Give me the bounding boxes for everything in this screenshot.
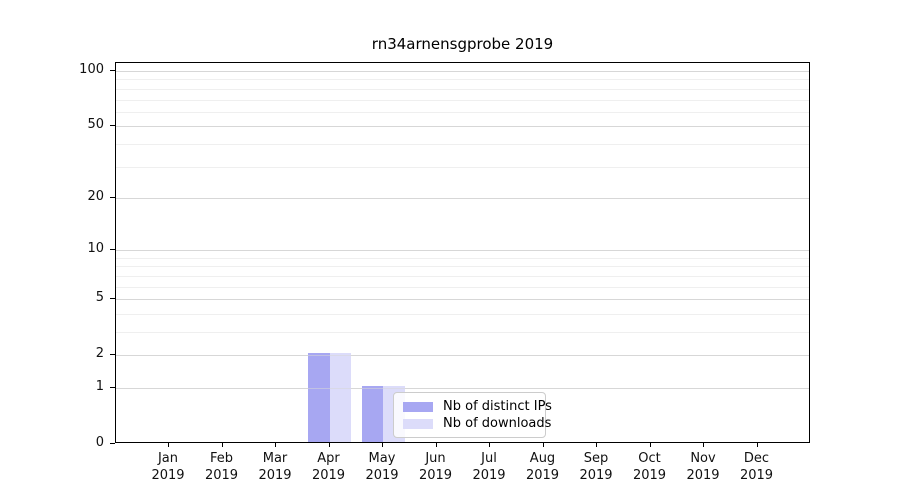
y-tick-label: 10 (87, 241, 104, 257)
x-tick-month: Apr (317, 451, 340, 466)
x-tick-label: Jul 2019 (449, 450, 529, 484)
x-tick-mark (275, 443, 276, 447)
legend-item-distinct-ips: Nb of distinct IPs (403, 399, 552, 414)
gridline-minor (116, 257, 809, 259)
x-tick-year: 2019 (151, 468, 185, 483)
x-tick-label: Nov 2019 (663, 450, 743, 484)
y-tick-label: 2 (95, 346, 104, 362)
gridline-minor (116, 332, 809, 333)
gridline-major-overlay (116, 250, 809, 252)
x-tick-label: Oct 2019 (610, 450, 690, 484)
x-tick-mark (649, 443, 651, 447)
x-tick-mark (542, 443, 544, 447)
y-tick-mark (110, 354, 115, 356)
x-tick-month: Sep (583, 451, 609, 466)
gridline-major-overlay (116, 126, 809, 128)
gridline-major-overlay (116, 197, 809, 199)
y-tick-mark (110, 125, 115, 127)
x-tick-label: Sep 2019 (556, 450, 636, 484)
x-tick-year: 2019 (525, 468, 560, 483)
y-tick-mark (110, 443, 115, 444)
x-tick-label: May 2019 (342, 450, 422, 484)
x-tick-year: 2019 (472, 468, 506, 483)
x-tick-year: 2019 (311, 468, 346, 483)
x-tick-mark (221, 443, 223, 447)
x-tick-month: Feb (209, 451, 234, 466)
gridline-minor (116, 99, 809, 101)
y-tick-label: 100 (79, 62, 104, 77)
x-tick-month: Oct (638, 451, 661, 466)
x-tick-year: 2019 (258, 468, 292, 483)
x-tick-year: 2019 (204, 468, 239, 483)
gridline-minor (116, 143, 809, 145)
gridline-minor (116, 266, 809, 268)
x-tick-year: 2019 (739, 468, 774, 483)
y-tick-label: 1 (95, 379, 104, 394)
x-tick-year: 2019 (418, 468, 453, 483)
x-tick-month: Jul (481, 451, 497, 466)
x-tick-label: Mar 2019 (235, 450, 315, 484)
x-tick-mark (756, 443, 758, 447)
gridline-major-overlay (116, 355, 809, 357)
y-tick-label: 20 (87, 188, 104, 204)
y-tick-mark (110, 298, 115, 300)
gridline-minor (116, 166, 809, 168)
x-tick-year: 2019 (632, 468, 667, 483)
legend-label-distinct-ips: Nb of distinct IPs (443, 399, 552, 414)
gridline-minor (116, 313, 809, 315)
y-tick-mark (110, 70, 115, 71)
x-tick-month: Aug (529, 451, 556, 466)
gridline-major-overlay (116, 299, 809, 301)
y-tick-mark (110, 387, 115, 388)
gridline-minor (116, 111, 809, 113)
x-tick-month: Dec (743, 451, 770, 466)
gridline-major-overlay (116, 388, 809, 389)
y-tick-label: 5 (95, 290, 104, 306)
legend-label-downloads: Nb of downloads (443, 416, 552, 431)
y-tick-mark (110, 196, 115, 198)
x-tick-mark (596, 443, 597, 447)
y-tick-label: 0 (95, 435, 104, 450)
x-tick-year: 2019 (579, 468, 613, 483)
legend: Nb of distinct IPs Nb of downloads (393, 392, 552, 438)
gridline-minor (116, 88, 809, 90)
x-tick-year: 2019 (686, 468, 720, 483)
x-tick-month: Nov (690, 451, 716, 466)
y-tick-label: 50 (87, 117, 104, 133)
gridline-minor (116, 275, 809, 277)
gridline-minor (116, 79, 809, 81)
legend-swatch-distinct-ips-icon (403, 401, 433, 412)
x-tick-mark (489, 443, 490, 447)
x-tick-month: Mar (262, 451, 288, 466)
x-tick-mark (382, 443, 383, 447)
x-tick-label: Apr 2019 (289, 450, 369, 484)
legend-swatch-downloads-icon (403, 418, 433, 429)
x-tick-label: Dec 2019 (717, 450, 797, 484)
x-tick-label: Feb 2019 (182, 450, 262, 484)
y-tick-mark (110, 249, 115, 251)
x-tick-label: Aug 2019 (503, 450, 583, 484)
bar-downloads (329, 353, 351, 442)
x-tick-mark (703, 443, 704, 447)
x-tick-label: Jun 2019 (396, 450, 476, 484)
x-tick-year: 2019 (365, 468, 399, 483)
x-tick-mark (328, 443, 330, 447)
gridline-major-overlay (116, 71, 809, 72)
bar-distinct-ips (308, 353, 330, 442)
x-tick-month: May (368, 451, 396, 466)
plot-area: Nb of distinct IPs Nb of downloads (115, 62, 810, 443)
bar-distinct-ips (361, 386, 383, 442)
x-tick-month: Jun (425, 451, 446, 466)
x-tick-label: Jan 2019 (128, 450, 208, 484)
chart-title: rn34arnensgprobe 2019 (371, 35, 554, 53)
gridline-minor (116, 286, 809, 288)
x-tick-mark (168, 443, 169, 447)
legend-item-downloads: Nb of downloads (403, 416, 551, 431)
x-tick-month: Jan (157, 451, 179, 466)
x-tick-mark (435, 443, 437, 447)
